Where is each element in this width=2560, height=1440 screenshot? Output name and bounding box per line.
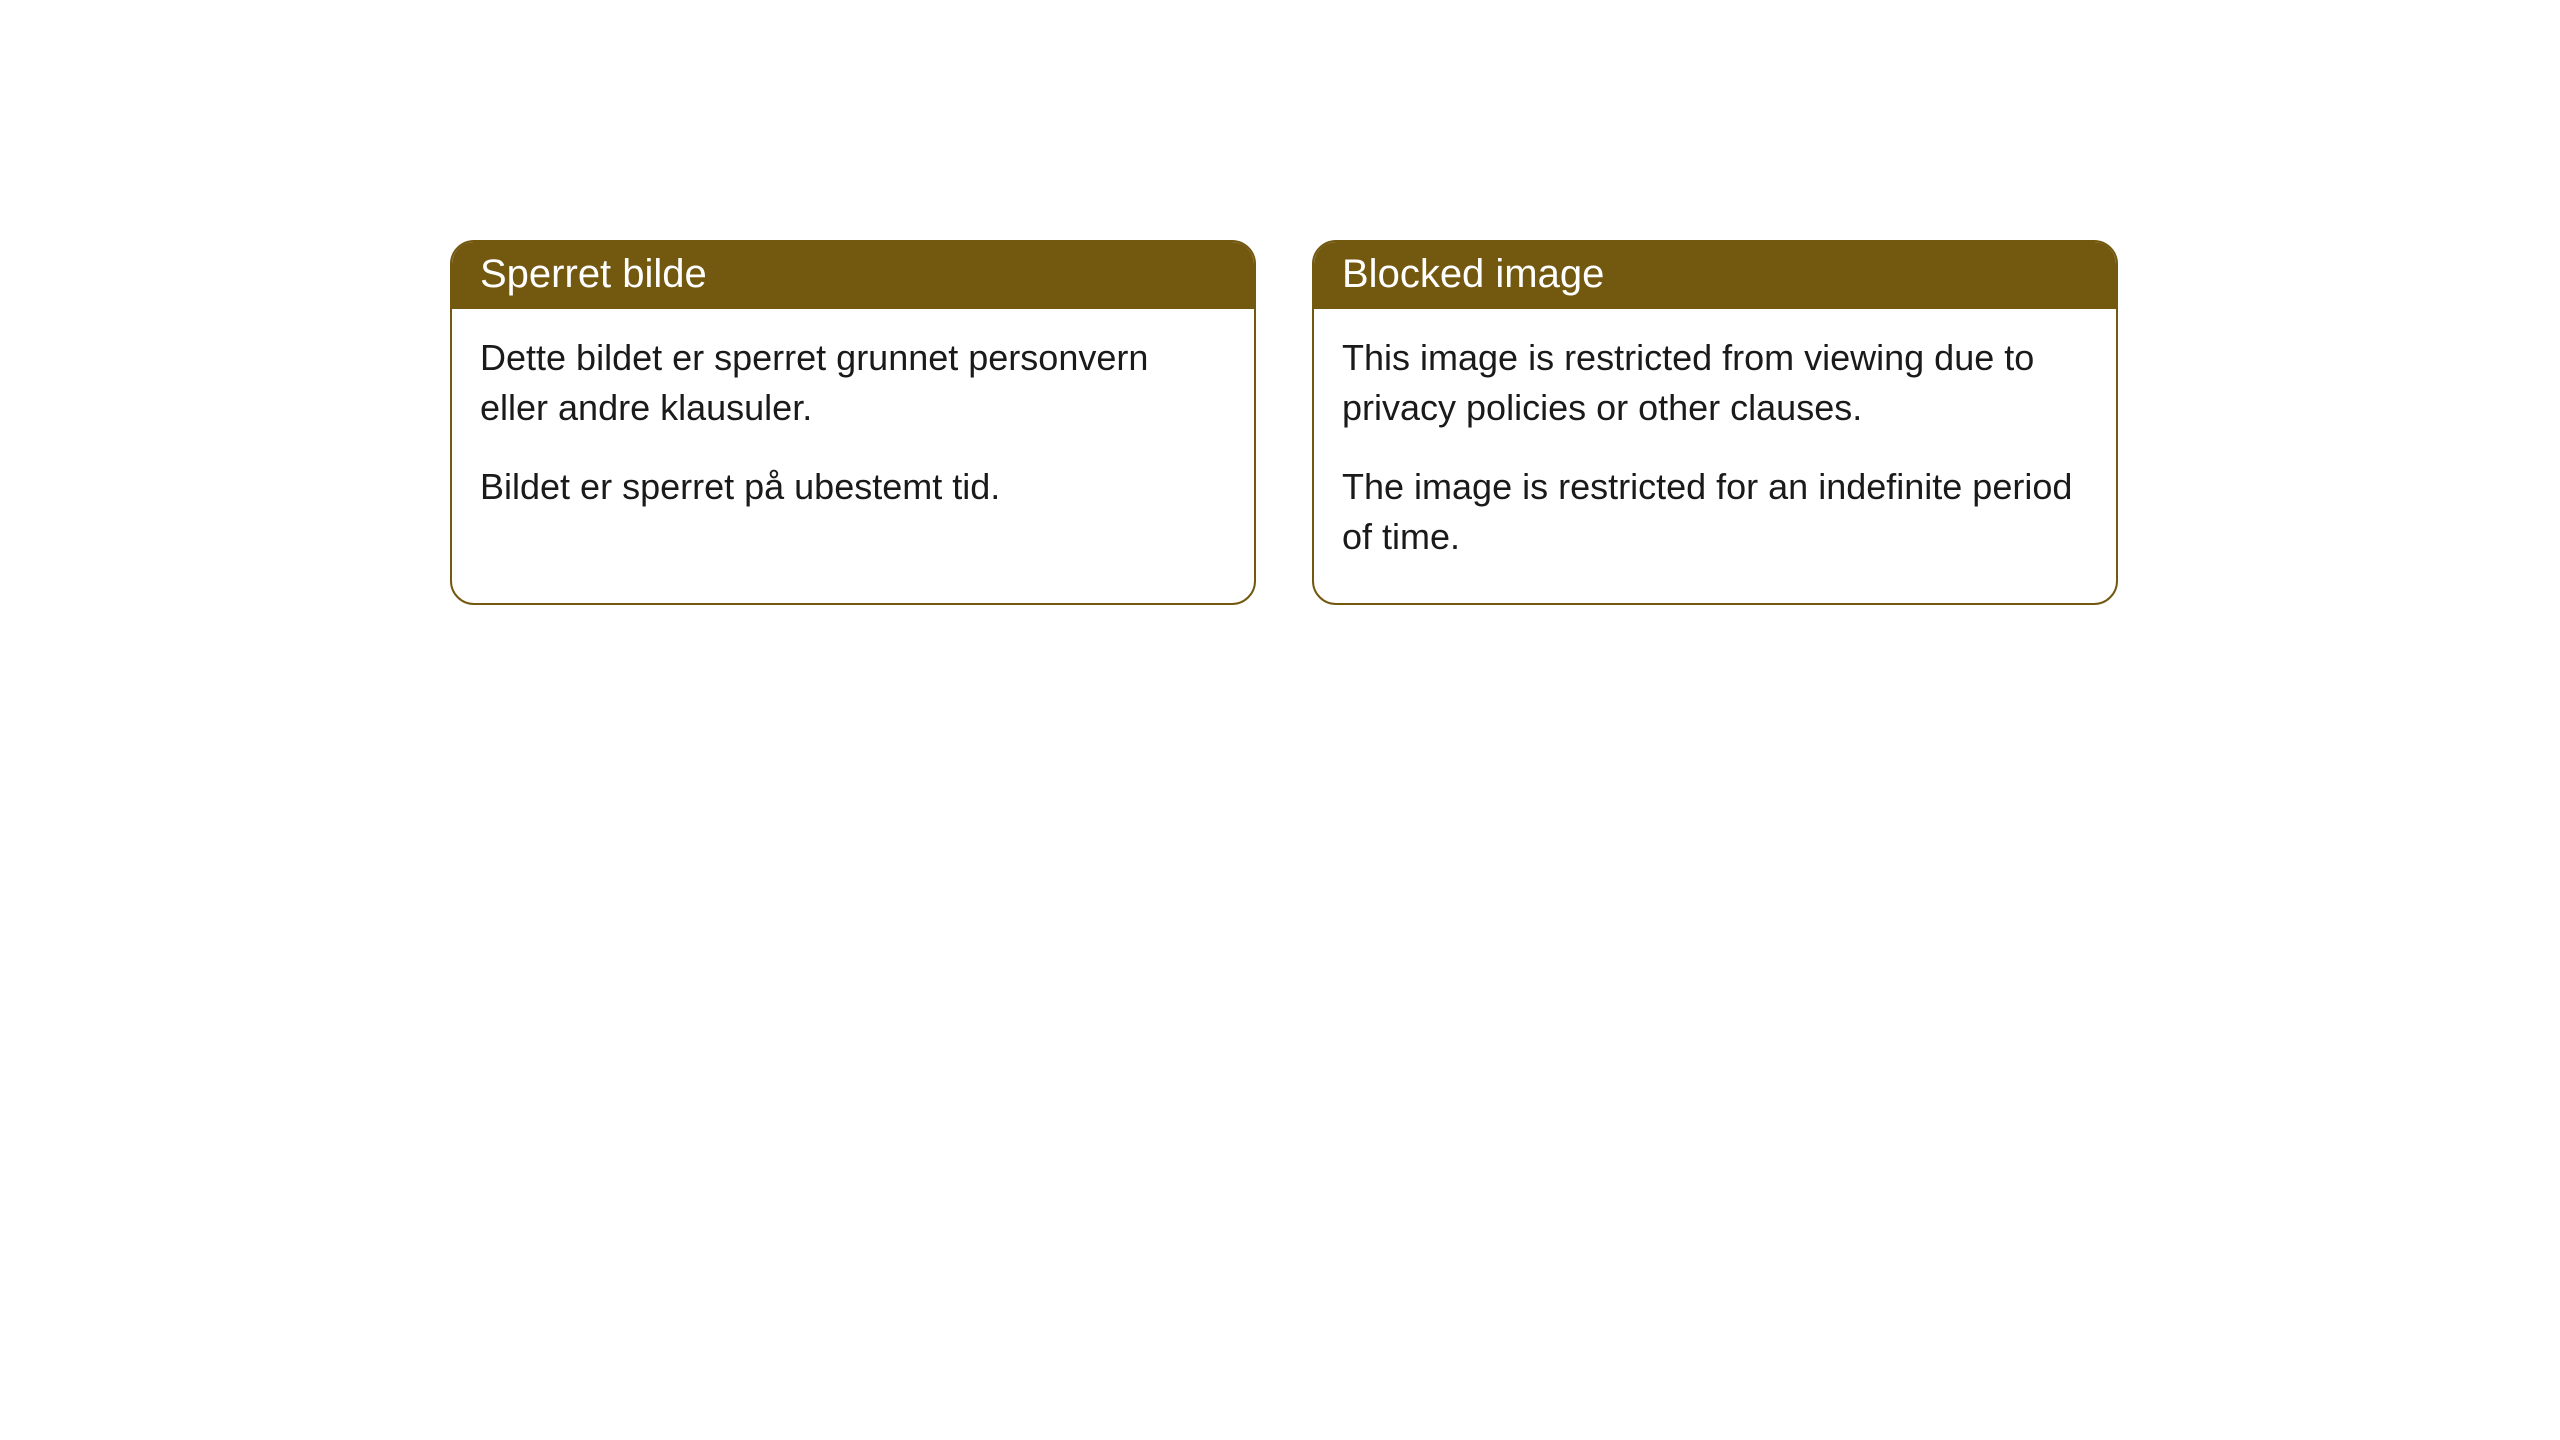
card-header: Sperret bilde	[452, 242, 1254, 309]
card-text-line: Bildet er sperret på ubestemt tid.	[480, 462, 1226, 512]
blocked-card-norwegian: Sperret bilde Dette bildet er sperret gr…	[450, 240, 1256, 605]
card-text-line: This image is restricted from viewing du…	[1342, 333, 2088, 434]
card-text-line: Dette bildet er sperret grunnet personve…	[480, 333, 1226, 434]
card-text-line: The image is restricted for an indefinit…	[1342, 462, 2088, 563]
card-body: Dette bildet er sperret grunnet personve…	[452, 309, 1254, 552]
card-body: This image is restricted from viewing du…	[1314, 309, 2116, 603]
blocked-card-english: Blocked image This image is restricted f…	[1312, 240, 2118, 605]
card-header: Blocked image	[1314, 242, 2116, 309]
blocked-image-cards: Sperret bilde Dette bildet er sperret gr…	[450, 240, 2560, 605]
